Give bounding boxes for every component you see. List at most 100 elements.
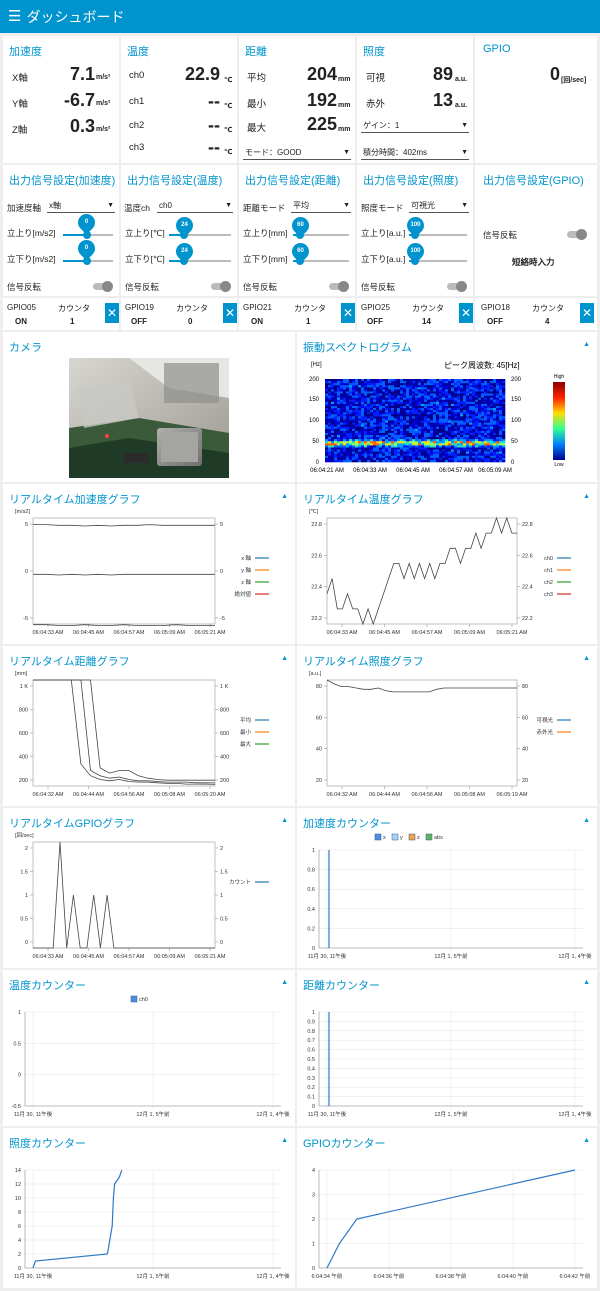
rise-slider-knob[interactable]	[83, 231, 91, 239]
spectrogram-cell	[325, 455, 329, 459]
xtick-label: 06:04:45 AM	[369, 630, 400, 636]
spectrogram-cell	[472, 381, 476, 384]
close-icon[interactable]: ✕	[580, 303, 594, 323]
fall-slider[interactable]	[169, 260, 231, 262]
spectrogram-cell	[418, 410, 422, 413]
spectrogram-cell	[358, 422, 362, 425]
spectrogram-cell	[430, 389, 434, 392]
spectrogram-cell	[328, 451, 332, 454]
chevron-down-icon: ▼	[107, 202, 114, 209]
spectrogram-cell	[349, 428, 353, 432]
spectrogram-cell	[388, 459, 392, 463]
spectrogram-cell	[442, 451, 446, 454]
distance-mode-select[interactable]: 平均 ▼	[291, 199, 351, 213]
spectrogram-cell	[490, 385, 494, 388]
close-icon[interactable]: ✕	[223, 303, 237, 323]
fall-slider-knob[interactable]	[83, 257, 91, 265]
spectrogram-cell	[469, 445, 473, 448]
spectrogram-cell	[502, 426, 506, 430]
accel-axis-select[interactable]: x軸 ▼	[47, 199, 115, 213]
spectrogram-cell	[478, 418, 482, 421]
min-label: 最小	[247, 99, 267, 110]
spectrogram-cell	[340, 401, 344, 405]
spectrogram-cell	[472, 430, 476, 434]
spectrogram-cell	[352, 443, 356, 446]
spectrogram-cell	[370, 418, 374, 421]
spectrogram-cell	[325, 408, 329, 411]
invert-toggle[interactable]	[211, 281, 231, 292]
invert-toggle[interactable]	[447, 281, 467, 292]
invert-toggle[interactable]	[329, 281, 349, 292]
spectrogram-cell	[424, 435, 428, 438]
spectrogram-cell	[439, 420, 443, 423]
invert-toggle[interactable]	[93, 281, 113, 292]
spectrogram-cell	[352, 408, 356, 411]
collapse-icon[interactable]: ▲	[583, 979, 590, 986]
spectrogram-cell	[412, 379, 416, 382]
spectrogram-cell	[469, 383, 473, 386]
spectrogram-cell	[484, 443, 488, 446]
spectrogram-cell	[481, 424, 485, 428]
spectrogram-cell	[403, 410, 407, 413]
ytick: 150	[309, 397, 320, 403]
collapse-icon[interactable]: ▲	[281, 655, 288, 662]
spectrogram-cell	[457, 387, 461, 390]
ytick-label: 0.5	[13, 1041, 21, 1047]
gain-select[interactable]: ゲイン：1 ▼	[361, 119, 469, 133]
spectrogram-cell	[451, 443, 455, 446]
collapse-icon[interactable]: ▲	[281, 1137, 288, 1144]
counter-label: カウンタ	[294, 304, 326, 313]
temp-ch-select[interactable]: ch0 ▼	[157, 199, 233, 213]
integration-time-select[interactable]: 積分時間：402ms ▼	[361, 146, 469, 160]
spectrogram-cell	[424, 416, 428, 419]
spectrogram-cell	[394, 453, 398, 457]
collapse-icon[interactable]: ▲	[281, 979, 288, 986]
spectrogram-cell	[466, 412, 470, 415]
spectrogram-cell	[361, 424, 365, 428]
spectrogram-cell	[406, 426, 410, 430]
distance-mode-select[interactable]: モード：GOOD ▼	[243, 146, 351, 160]
collapse-icon[interactable]: ▲	[281, 817, 288, 824]
spectrogram-cell	[373, 455, 377, 459]
spectrogram-cell	[475, 453, 479, 457]
collapse-icon[interactable]: ▲	[583, 493, 590, 500]
close-icon[interactable]: ✕	[459, 303, 473, 323]
spectrogram-cell	[412, 401, 416, 405]
xtick-label: 06:05:08 AM	[154, 792, 185, 798]
close-icon[interactable]: ✕	[341, 303, 355, 323]
spectrogram-cell	[469, 451, 473, 454]
collapse-icon[interactable]: ▲	[281, 493, 288, 500]
ytick: 100	[511, 418, 522, 424]
spectrogram-cell	[439, 399, 443, 403]
spectrogram-cell	[355, 424, 359, 428]
spectrogram-cell	[415, 379, 419, 382]
spectrogram-cell	[337, 401, 341, 405]
spectrogram-cell	[439, 383, 443, 386]
spectrogram-cell	[400, 445, 404, 448]
collapse-icon[interactable]: ▲	[583, 655, 590, 662]
hamburger-icon[interactable]: ☰	[8, 8, 22, 25]
spectrogram-cell	[358, 459, 362, 463]
spectrogram-cell	[463, 393, 467, 396]
collapse-icon[interactable]: ▲	[583, 341, 590, 348]
collapse-icon[interactable]: ▲	[583, 1137, 590, 1144]
spectrogram-cell	[451, 393, 455, 396]
spectrogram-cell	[376, 432, 380, 436]
spectrogram-cell	[418, 414, 422, 417]
spectrogram-cell	[328, 422, 332, 425]
spectrogram-cell	[337, 418, 341, 421]
spectrogram-cell	[352, 387, 356, 390]
spectrogram-cell	[334, 397, 338, 401]
rise-slider[interactable]	[169, 234, 231, 236]
lux-mode-select[interactable]: 可視光 ▼	[409, 199, 469, 213]
spectrogram-cell	[487, 397, 491, 401]
spectrogram-cell	[496, 414, 500, 417]
spectrogram-cell	[472, 437, 476, 440]
close-icon[interactable]: ✕	[105, 303, 119, 323]
invert-toggle[interactable]	[567, 229, 587, 240]
collapse-icon[interactable]: ▲	[583, 817, 590, 824]
spectrogram-cell	[376, 397, 380, 401]
spectrogram-cell	[328, 428, 332, 432]
spectrogram-cell	[451, 428, 455, 432]
spectrogram-cell	[382, 424, 386, 428]
